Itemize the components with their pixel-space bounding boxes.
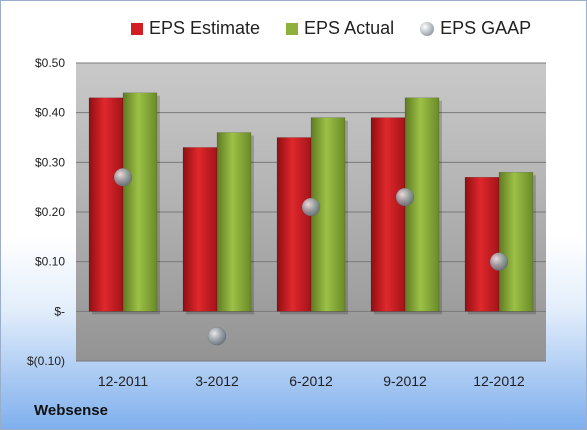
eps-estimate-bar: [276, 137, 312, 312]
gaap-points: [113, 167, 509, 346]
bars: [88, 92, 536, 315]
eps-actual-bar: [216, 132, 252, 312]
x-tick-label: 3-2012: [195, 373, 239, 389]
y-tick-label: $(0.10): [27, 354, 65, 368]
eps-actual-bar: [498, 172, 534, 312]
y-axis-ticks: $(0.10) $- $0.10 $0.20 $0.30 $0.40 $0.50: [27, 56, 65, 368]
legend-label-gaap: EPS GAAP: [440, 18, 532, 38]
y-tick-label: $0.30: [35, 155, 65, 169]
eps-actual-bar: [122, 92, 158, 312]
eps-estimate-bar: [370, 117, 406, 312]
eps-gaap-point: [395, 187, 415, 207]
eps-gaap-point: [301, 197, 321, 217]
eps-actual-bar: [310, 117, 346, 312]
actual-swatch-icon: [286, 22, 299, 35]
x-tick-label: 6-2012: [289, 373, 333, 389]
y-tick-label: $0.40: [35, 106, 65, 120]
eps-gaap-point: [489, 252, 509, 271]
legend-item-gaap: EPS GAAP: [420, 18, 531, 39]
y-tick-label: $-: [54, 304, 65, 318]
y-tick-label: $0.50: [35, 56, 65, 70]
gaap-ball-icon: [420, 21, 435, 36]
y-tick-label: $0.20: [35, 205, 65, 219]
eps-estimate-bar: [464, 176, 500, 312]
estimate-swatch-icon: [131, 22, 143, 35]
eps-estimate-bar: [88, 97, 124, 312]
x-tick-label: 12-2011: [98, 373, 149, 389]
x-tick-label: 9-2012: [383, 373, 427, 389]
x-tick-label: 12-2012: [473, 373, 525, 389]
eps-estimate-bar: [182, 147, 218, 312]
eps-gaap-point: [113, 167, 133, 187]
company-name: Websense: [34, 402, 108, 419]
x-axis-ticks: 12-2011 3-2012 6-2012 9-2012 12-2012: [98, 373, 525, 389]
legend-item-actual: EPS Actual: [286, 18, 394, 39]
legend-item-estimate: EPS Estimate: [131, 18, 260, 39]
legend: EPS Estimate EPS Actual EPS GAAP: [131, 18, 531, 39]
y-tick-label: $0.10: [35, 255, 65, 269]
eps-gaap-point: [207, 326, 227, 346]
legend-label-estimate: EPS Estimate: [149, 18, 261, 38]
legend-label-actual: EPS Actual: [304, 18, 395, 38]
eps-actual-bar: [404, 97, 440, 312]
